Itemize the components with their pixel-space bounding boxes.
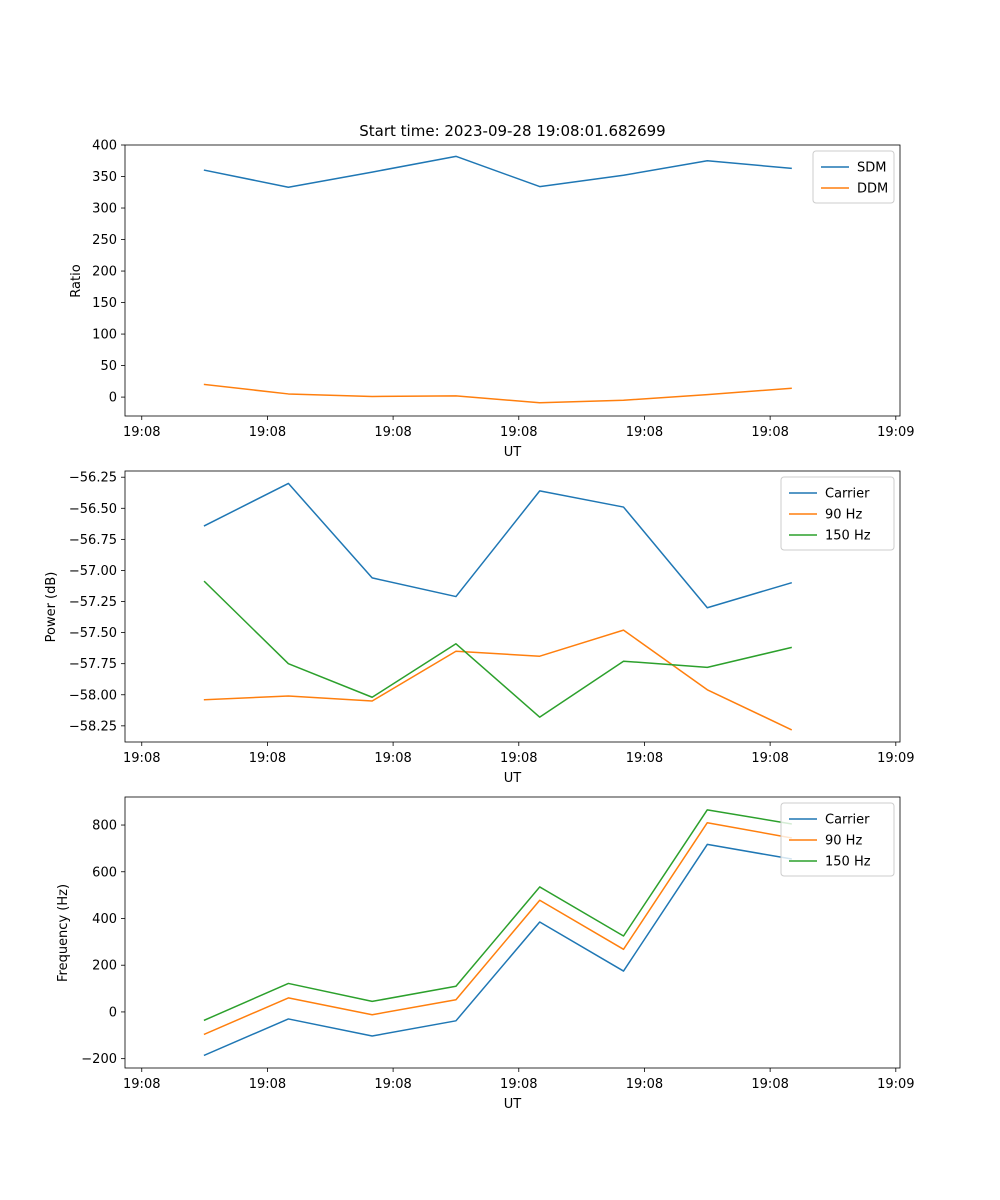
frequency-legend-box xyxy=(780,802,895,877)
power-legend-label-carrier: Carrier xyxy=(825,487,870,502)
power-legend-label-90-hz: 90 Hz xyxy=(825,508,862,523)
power-y-tick-label: −56.25 xyxy=(69,471,117,486)
ratio-x-tick-label: 19:09 xyxy=(877,425,914,440)
power-x-tick-label: 19:08 xyxy=(500,751,537,766)
power-series-line-carrier xyxy=(203,482,793,609)
ratio-x-tick-label: 19:08 xyxy=(374,425,411,440)
ratio-legend-label-sdm: SDM xyxy=(857,161,886,176)
frequency-y-tick-label: 200 xyxy=(92,959,117,974)
ratio-y-tick-label: 250 xyxy=(92,233,117,248)
ratio-plot-area: 19:08 19:08 19:08 19:08 19:08 19:08 19:09 0 50 10… xyxy=(92,139,914,441)
frequency-x-tick-label: 19:08 xyxy=(123,1077,160,1092)
frequency-plot-area: 19:08 19:08 19:08 19:08 19:08 19:08 19:09 −200 0… xyxy=(81,796,915,1092)
frequency-series-line-carrier xyxy=(203,843,792,1057)
power-y-tick-label: −56.75 xyxy=(69,533,117,548)
frequency-y-tick-label: 600 xyxy=(92,865,117,880)
power-legend-label-150-hz: 150 Hz xyxy=(825,529,871,544)
power-y-tick-label: −58.25 xyxy=(69,719,117,734)
frequency-legend: Carrier 90 Hz 150 Hz xyxy=(780,802,895,877)
ratio-x-tick-label: 19:08 xyxy=(123,425,160,440)
power-y-tick-label: −56.50 xyxy=(69,502,117,517)
power-y-tick-label: −58.00 xyxy=(69,688,117,703)
power-y-tick-label: −57.25 xyxy=(69,595,117,610)
power-x-tick-label: 19:08 xyxy=(751,751,788,766)
frequency-x-tick-label: 19:08 xyxy=(500,1077,537,1092)
frequency-legend-label-90-hz: 90 Hz xyxy=(825,834,862,849)
ratio-legend-label-ddm: DDM xyxy=(857,182,888,197)
ratio-x-tick-label: 19:08 xyxy=(249,425,286,440)
power-x-tick-label: 19:08 xyxy=(626,751,663,766)
ratio-y-tick-label: 200 xyxy=(92,265,117,280)
frequency-x-axis-label: UT xyxy=(504,1097,522,1112)
frequency-y-tick-label: −200 xyxy=(81,1052,117,1067)
frequency-y-tick-label: 400 xyxy=(92,912,117,927)
ratio-y-tick-label: 50 xyxy=(100,359,117,374)
ratio-y-tick-label: 0 xyxy=(109,391,117,406)
power-y-axis-label: Power (dB) xyxy=(44,572,59,643)
ratio-y-tick-label: 100 xyxy=(92,328,117,343)
power-x-tick-label: 19:09 xyxy=(877,751,914,766)
power-legend-box xyxy=(780,476,895,551)
chart-title: Start time: 2023-09-28 19:08:01.682699 xyxy=(359,122,665,140)
frequency-y-tick-label: 0 xyxy=(109,1005,117,1020)
ratio-x-tick-label: 19:08 xyxy=(626,425,663,440)
power-chart: 19:08 19:08 19:08 19:08 19:08 19:08 19:09 −58.2… xyxy=(44,470,915,786)
frequency-y-tick-label: 800 xyxy=(92,819,117,834)
ratio-series-line-ddm xyxy=(203,383,792,404)
power-y-tick-label: −57.75 xyxy=(69,657,117,672)
power-x-tick-label: 19:08 xyxy=(374,751,411,766)
ratio-y-tick-label: 350 xyxy=(92,170,117,185)
frequency-series-line-90-hz xyxy=(203,821,792,1036)
power-x-axis-label: UT xyxy=(504,771,522,786)
ratio-series-line-sdm xyxy=(203,155,792,188)
power-axes-frame xyxy=(124,470,901,743)
ratio-y-axis-label: Ratio xyxy=(69,264,84,297)
frequency-x-tick-label: 19:09 xyxy=(877,1077,914,1092)
ratio-y-tick-label: 300 xyxy=(92,202,117,217)
power-x-tick-label: 19:08 xyxy=(249,751,286,766)
power-series-line-90-hz xyxy=(203,629,793,731)
frequency-axes-frame xyxy=(124,796,901,1069)
ratio-x-tick-label: 19:08 xyxy=(500,425,537,440)
power-x-tick-label: 19:08 xyxy=(123,751,160,766)
ratio-legend: SDM DDM xyxy=(812,150,895,204)
frequency-chart: 19:08 19:08 19:08 19:08 19:08 19:08 19:09 −200 0… xyxy=(56,796,915,1112)
ratio-legend-box xyxy=(812,150,895,204)
ratio-y-tick-label: 150 xyxy=(92,296,117,311)
ratio-x-axis-label: UT xyxy=(504,445,522,460)
power-y-tick-label: −57.50 xyxy=(69,626,117,641)
ratio-axes-frame xyxy=(124,144,901,417)
frequency-legend-label-150-hz: 150 Hz xyxy=(825,855,871,870)
frequency-x-tick-label: 19:08 xyxy=(626,1077,663,1092)
frequency-y-axis-label: Frequency (Hz) xyxy=(56,884,71,982)
ratio-y-tick-label: 400 xyxy=(92,139,117,154)
frequency-legend-label-carrier: Carrier xyxy=(825,813,870,828)
frequency-series-line-150-hz xyxy=(203,809,792,1022)
frequency-x-tick-label: 19:08 xyxy=(374,1077,411,1092)
ratio-chart: 19:08 19:08 19:08 19:08 19:08 19:08 19:09 0 50 10… xyxy=(69,139,915,461)
frequency-x-tick-label: 19:08 xyxy=(249,1077,286,1092)
power-series-line-150-hz xyxy=(203,580,792,718)
power-legend: Carrier 90 Hz 150 Hz xyxy=(780,476,895,551)
power-y-tick-label: −57.00 xyxy=(69,564,117,579)
frequency-x-tick-label: 19:08 xyxy=(751,1077,788,1092)
power-plot-area: 19:08 19:08 19:08 19:08 19:08 19:08 19:09 −58.2… xyxy=(69,470,915,766)
ratio-x-tick-label: 19:08 xyxy=(751,425,788,440)
